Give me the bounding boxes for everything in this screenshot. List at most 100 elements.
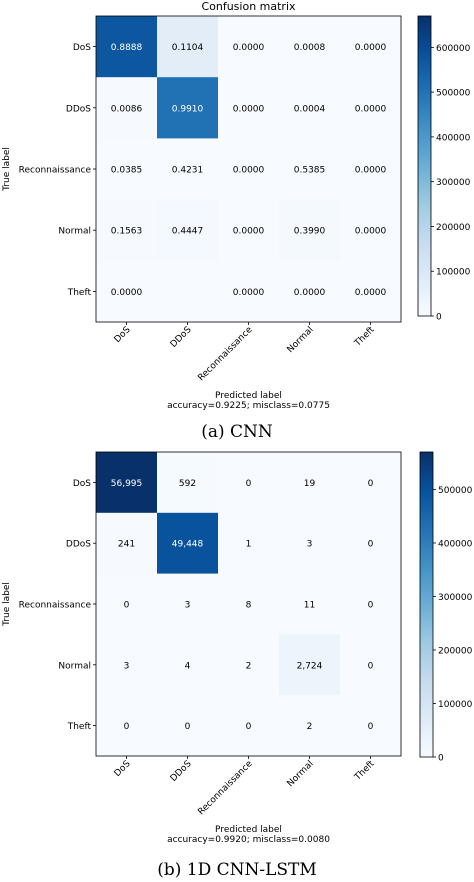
heatmap-cell xyxy=(96,512,158,575)
heatmap-cell xyxy=(157,77,219,139)
heatmap-cell xyxy=(218,138,280,201)
heatmap-cell xyxy=(157,695,219,757)
heatmap-cell xyxy=(96,260,158,323)
cell-value-label: 0.0004 xyxy=(294,104,326,114)
cell-value-label: 3 xyxy=(124,661,130,671)
cell-value-label: 0.0008 xyxy=(294,43,326,53)
heatmap-cell xyxy=(157,634,219,696)
heatmap-cell xyxy=(157,573,219,635)
cell-value-label: 0.0000 xyxy=(233,166,265,176)
cell-value-label: 0 xyxy=(368,540,374,550)
cell-value-label: 241 xyxy=(118,540,135,550)
caption-cnn: (a) CNN xyxy=(201,422,273,442)
cell-value-label: 11 xyxy=(304,601,315,611)
heatmap-cell xyxy=(157,512,219,575)
cell-value-label: 0 xyxy=(368,661,374,671)
cell-value-label: 56,995 xyxy=(111,479,143,489)
cell-value-label: 2 xyxy=(246,661,252,671)
colorbar xyxy=(417,15,432,317)
colorbar-tick-label: 500000 xyxy=(436,89,471,99)
x-axis-label: Predicted label xyxy=(215,825,282,835)
heatmap-cell xyxy=(218,695,280,757)
x-tick-label: DoS xyxy=(113,325,133,345)
heatmap-cell xyxy=(96,573,158,635)
y-tick-label: Theft xyxy=(67,288,92,298)
heatmap-cell xyxy=(340,260,402,323)
cell-value-label: 0.0000 xyxy=(233,43,265,53)
cell-value-label: 19 xyxy=(304,479,316,489)
cell-value-label: 0.8888 xyxy=(111,43,143,53)
heatmap-cell xyxy=(157,452,219,514)
heatmap-cell xyxy=(279,77,341,139)
cell-value-label: 0.3990 xyxy=(294,227,326,237)
cell-value-label: 0.4447 xyxy=(172,227,204,237)
cell-value-label: 0.0000 xyxy=(355,43,387,53)
cell-value-label: 0.1563 xyxy=(111,227,143,237)
heatmap-cell xyxy=(340,634,402,696)
caption-cnn-lstm: (b) 1D CNN-LSTM xyxy=(157,860,317,880)
x-tick-label: DDoS xyxy=(169,759,194,784)
x-tick-label: Normal xyxy=(286,759,316,789)
heatmap-cell xyxy=(279,573,341,635)
confusion-matrix-cnn-lstm: 56,995 592 0 19 0 241 49,448 1 3 0 0 3 8 11 0 3 4 2 2,724 0… xyxy=(2,451,473,845)
colorbar-tick-label: 0 xyxy=(436,313,442,323)
heatmap-cell xyxy=(340,138,402,201)
heatmap-cell xyxy=(96,138,158,201)
y-axis-label: True label xyxy=(2,147,12,192)
cell-value-label: 0 xyxy=(185,722,191,732)
y-axis-label: True label xyxy=(2,582,12,627)
colorbar-tick-label: 600000 xyxy=(436,44,471,54)
heatmap-cell xyxy=(279,695,341,757)
x-axis-label: Predicted label xyxy=(215,391,282,401)
heatmap-cell xyxy=(340,16,402,78)
heatmap-cell xyxy=(279,16,341,78)
colorbar-tick-label: 500000 xyxy=(438,486,473,496)
cell-value-label: 0 xyxy=(246,722,252,732)
chart-title: Confusion matrix xyxy=(201,0,296,13)
x-tick-label: Normal xyxy=(286,325,316,355)
x-tick-label: DoS xyxy=(113,759,133,779)
y-tick-label: Normal xyxy=(58,661,91,671)
cell-value-label: 0.5385 xyxy=(294,166,326,176)
x-tick-label: Reconnaissance xyxy=(196,325,255,384)
x-tick-label: DDoS xyxy=(169,325,194,350)
heatmap-cell xyxy=(340,573,402,635)
cell-value-label: 2,724 xyxy=(297,661,323,671)
colorbar-tick-label: 200000 xyxy=(438,646,473,656)
y-tick-label: Reconnaissance xyxy=(19,166,92,176)
cell-value-label: 8 xyxy=(246,601,252,611)
heatmap-cell xyxy=(157,260,219,323)
cell-value-label: 1 xyxy=(246,540,252,550)
cell-value-label: 592 xyxy=(179,479,196,489)
heatmap-cell xyxy=(279,452,341,514)
heatmap-cell xyxy=(96,16,158,78)
heatmap-cell xyxy=(218,573,280,635)
cell-value-label: 0.0385 xyxy=(111,166,143,176)
cell-value-label: 0.0000 xyxy=(233,104,265,114)
cell-value-label: 0 xyxy=(368,601,374,611)
cell-value-label: 0 xyxy=(124,722,130,732)
confusion-matrix-cnn: Confusion matrix 0.8888 0.1104 0.0000 0.0008… xyxy=(2,0,471,411)
cell-value-label: 0.0000 xyxy=(233,227,265,237)
y-tick-label: DDoS xyxy=(66,104,91,114)
heatmap-cell xyxy=(96,634,158,696)
heatmap-cell xyxy=(218,16,280,78)
colorbar-tick-label: 400000 xyxy=(436,133,471,143)
cell-value-label: 0.4231 xyxy=(172,166,204,176)
heatmap-cell xyxy=(340,512,402,575)
heatmap-cell xyxy=(157,199,219,262)
heatmap-cell xyxy=(96,452,158,514)
cell-value-label: 0 xyxy=(368,722,374,732)
cell-value-label: 0.1104 xyxy=(172,43,204,53)
heatmap-cell xyxy=(279,634,341,696)
heatmap-cell xyxy=(340,452,402,514)
cell-value-label: 0.0000 xyxy=(355,104,387,114)
cell-value-label: 0 xyxy=(246,479,252,489)
cell-value-label: 0.0000 xyxy=(111,288,143,298)
cell-value-label: 0.0000 xyxy=(355,166,387,176)
accuracy-footer: accuracy=0.9225; misclass=0.0775 xyxy=(167,401,330,411)
cell-value-label: 49,448 xyxy=(172,540,204,550)
cell-value-label: 3 xyxy=(185,601,191,611)
heatmap-cell xyxy=(279,512,341,575)
